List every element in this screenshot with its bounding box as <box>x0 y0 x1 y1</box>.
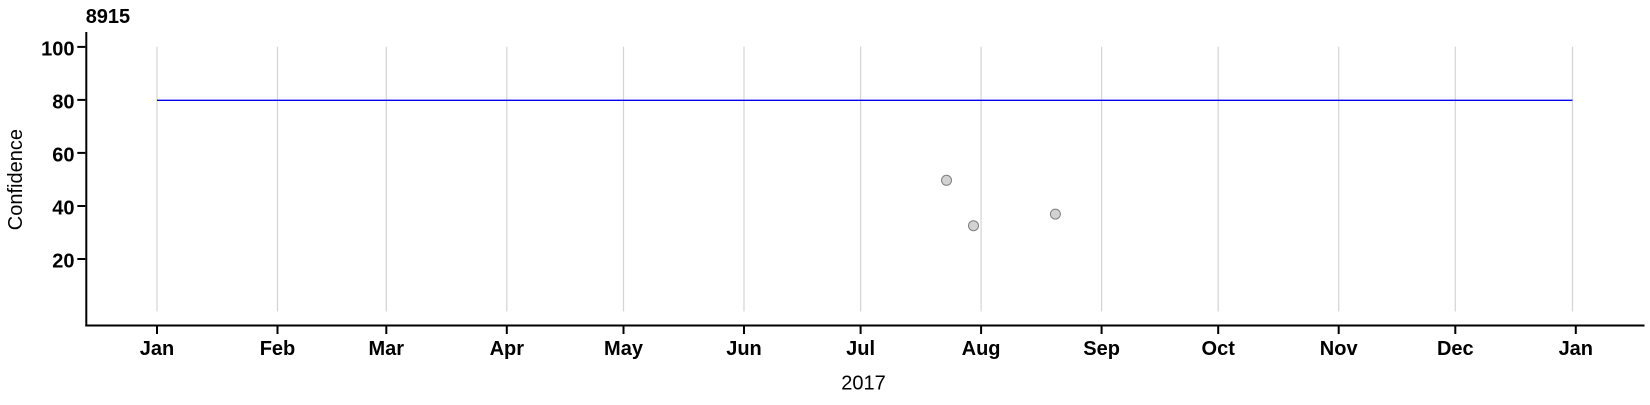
svg-text:Jul: Jul <box>846 338 875 360</box>
svg-text:100: 100 <box>41 39 74 61</box>
svg-text:Jan: Jan <box>1559 338 1593 360</box>
svg-text:Sep: Sep <box>1083 338 1120 360</box>
svg-text:Oct: Oct <box>1202 338 1236 360</box>
svg-text:20: 20 <box>52 251 74 273</box>
svg-text:Jun: Jun <box>726 338 762 360</box>
svg-text:Aug: Aug <box>962 338 1001 360</box>
svg-text:Dec: Dec <box>1437 338 1474 360</box>
svg-text:Nov: Nov <box>1320 338 1359 360</box>
svg-text:Mar: Mar <box>369 338 405 360</box>
svg-text:80: 80 <box>52 92 74 114</box>
svg-text:May: May <box>604 338 644 360</box>
svg-text:Feb: Feb <box>260 338 296 360</box>
svg-text:Jan: Jan <box>140 338 174 360</box>
svg-text:60: 60 <box>52 145 74 167</box>
svg-text:Apr: Apr <box>490 338 525 360</box>
svg-text:8915: 8915 <box>86 6 131 28</box>
svg-text:Confidence: Confidence <box>5 129 27 230</box>
svg-text:2017: 2017 <box>841 373 886 395</box>
svg-text:40: 40 <box>52 198 74 220</box>
